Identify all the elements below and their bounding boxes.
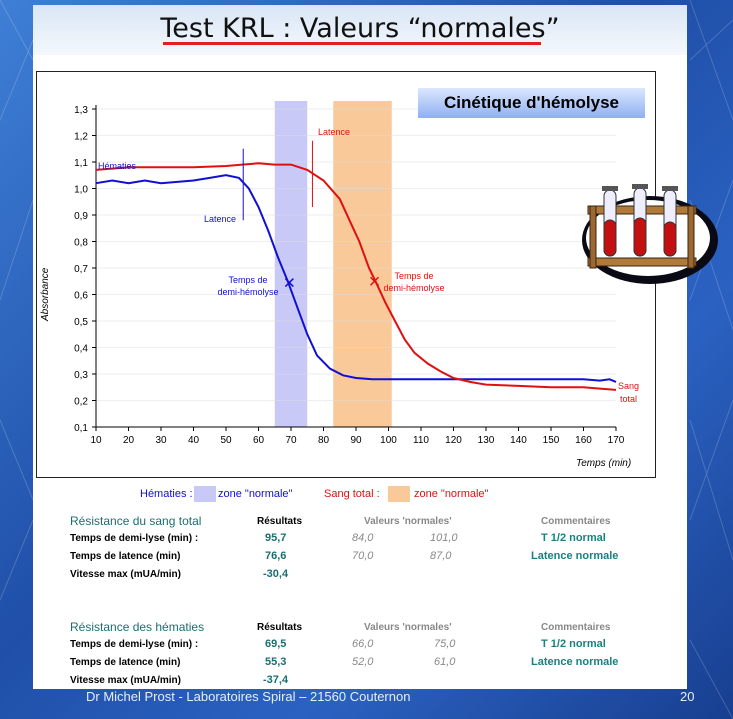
row-max: 61,0: [434, 656, 456, 668]
x-tick-label: 50: [220, 435, 232, 446]
row-max: 87,0: [430, 550, 452, 562]
y-tick-label: 0,2: [74, 397, 88, 408]
series-line-sang-total: [95, 162, 617, 391]
x-tick-label: 70: [285, 435, 297, 446]
hematies-section-title: Résistance des hématies: [70, 620, 205, 634]
half-hemolysis-marker: [284, 278, 294, 288]
row-min: 66,0: [352, 638, 374, 650]
row-label: Vitesse max (mUA/min): [70, 675, 181, 686]
x-tick-label: 80: [318, 435, 330, 446]
row-max: 101,0: [430, 532, 458, 544]
y-tick-label: 1,3: [74, 105, 88, 116]
row-comment: T 1/2 normal: [541, 638, 606, 650]
legend-sang-zone: zone "normale": [414, 488, 489, 500]
header-resultats: Résultats: [257, 622, 303, 633]
x-tick-label: 150: [543, 435, 560, 446]
row-comment: T 1/2 normal: [541, 532, 606, 544]
row-label: Temps de latence (min): [70, 551, 181, 562]
row-min: 70,0: [352, 550, 374, 562]
title-bar: Test KRL : Valeurs “normales”: [33, 5, 687, 55]
sang-section-title: Résistance du sang total: [70, 514, 202, 528]
header-resultats: Résultats: [257, 516, 303, 527]
chart-title: Cinétique d'hémolyse: [418, 88, 645, 118]
x-tick-label: 110: [413, 435, 429, 446]
x-tick-label: 10: [90, 435, 102, 446]
normal-zone-band: [274, 101, 308, 427]
row-comment: Latence normale: [531, 656, 619, 668]
annotation-demi-blue-1: Temps de: [228, 275, 267, 285]
row-min: 84,0: [352, 532, 374, 544]
annotation-latence-blue: Latence: [204, 214, 236, 224]
x-tick-label: 30: [155, 435, 167, 446]
annotation-sang-1: Sang: [618, 381, 639, 391]
x-tick-label: 120: [445, 435, 462, 446]
hemolysis-chart: 0,1 0,2 0,3 0,4 0,5 0,6 0,7 0,8 0,9 1,0 1,1 1,2 1,3 1…: [36, 71, 656, 478]
header-valeurs: Valeurs 'normales': [364, 622, 452, 633]
row-min: 52,0: [352, 656, 374, 668]
series-line-hematies: [95, 174, 617, 383]
row-result: 69,5: [265, 638, 287, 650]
y-tick-label: 0,6: [74, 291, 88, 302]
legend-sang-swatch: [388, 486, 410, 502]
row-result: -37,4: [263, 674, 289, 686]
y-tick-label: 1,2: [74, 132, 88, 143]
annotation-sang-2: total: [620, 394, 637, 404]
annotation-latence-red: Latence: [318, 127, 350, 137]
row-result: 95,7: [265, 532, 287, 544]
row-label: Temps de demi-lyse (min) :: [70, 639, 199, 650]
x-tick-label: 160: [575, 435, 592, 446]
row-max: 75,0: [434, 638, 456, 650]
x-axis-label: Temps (min): [576, 458, 631, 469]
x-tick-label: 60: [253, 435, 265, 446]
slide-footer: Dr Michel Prost - Laboratoires Spiral – …: [86, 689, 411, 704]
x-tick-label: 20: [123, 435, 135, 446]
legend-hematies-swatch: [194, 486, 216, 502]
row-label: Temps de demi-lyse (min) :: [70, 533, 199, 544]
title-underline: [163, 42, 541, 45]
x-tick-label: 90: [350, 435, 362, 446]
y-axis-label: Absorbance: [40, 267, 51, 322]
x-tick-label: 40: [188, 435, 200, 446]
annotation-demi-red-2: demi-hémolyse: [383, 283, 444, 293]
legend-hematies-label: Hématies :: [140, 488, 193, 500]
annotation-hematies: Hématies: [98, 161, 137, 171]
row-comment: Latence normale: [531, 550, 619, 562]
header-valeurs: Valeurs 'normales': [364, 516, 452, 527]
annotation-demi-blue-2: demi-hémolyse: [217, 287, 278, 297]
row-result: 76,6: [265, 550, 287, 562]
y-tick-label: 0,9: [74, 211, 88, 222]
y-tick-label: 0,8: [74, 238, 88, 249]
half-hemolysis-marker: [369, 276, 380, 286]
y-tick-label: 0,4: [74, 344, 88, 355]
legend-hematies-zone: zone "normale": [218, 488, 293, 500]
y-tick-label: 0,1: [74, 423, 88, 434]
y-tick-label: 0,5: [74, 317, 88, 328]
row-result: -30,4: [263, 568, 289, 580]
slide-title: Test KRL : Valeurs “normales”: [160, 13, 560, 44]
test-tube-rack-icon: [582, 184, 718, 284]
y-tick-label: 0,3: [74, 370, 88, 381]
row-label: Vitesse max (mUA/min): [70, 569, 181, 580]
annotation-demi-red-1: Temps de: [394, 271, 433, 281]
normal-zone-band: [333, 101, 392, 427]
y-tick-label: 1,0: [74, 185, 88, 196]
page-number: 20: [680, 689, 695, 704]
header-commentaires: Commentaires: [541, 516, 611, 527]
y-tick-label: 0,7: [74, 264, 88, 275]
header-commentaires: Commentaires: [541, 622, 611, 633]
row-label: Temps de latence (min): [70, 657, 181, 668]
x-tick-label: 170: [608, 435, 625, 446]
legend-sang-label: Sang total :: [324, 488, 380, 500]
x-tick-label: 130: [478, 435, 495, 446]
x-tick-label: 100: [380, 435, 397, 446]
y-tick-label: 1,1: [74, 158, 88, 169]
row-result: 55,3: [265, 656, 287, 668]
x-tick-label: 140: [510, 435, 527, 446]
